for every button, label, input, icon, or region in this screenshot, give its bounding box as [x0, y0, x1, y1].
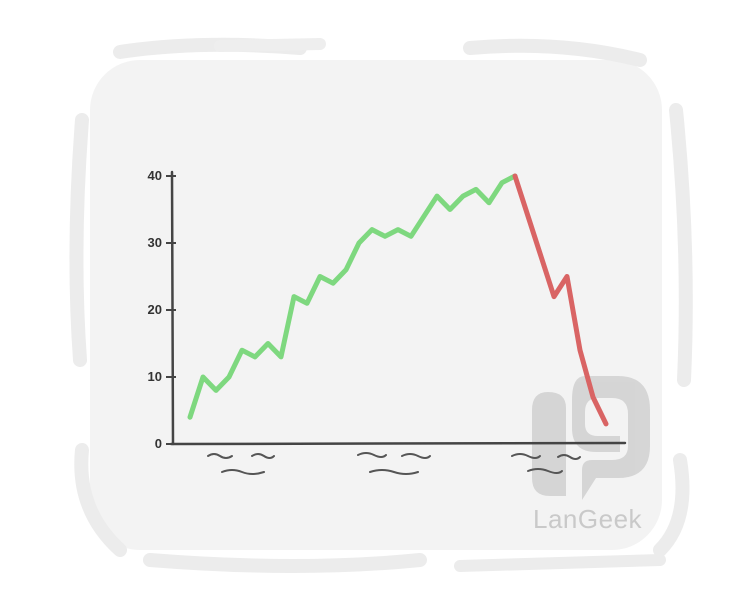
x-axis: [171, 443, 625, 444]
watermark-brand: LanGeek: [533, 504, 642, 535]
y-tick-label: 30: [148, 235, 162, 250]
card-frame: [76, 44, 685, 566]
y-axis: [172, 172, 173, 444]
y-tick-label: 20: [148, 302, 162, 317]
y-tick-label: 0: [155, 436, 162, 451]
y-tick-label: 10: [148, 369, 162, 384]
y-tick-label: 40: [148, 168, 162, 183]
